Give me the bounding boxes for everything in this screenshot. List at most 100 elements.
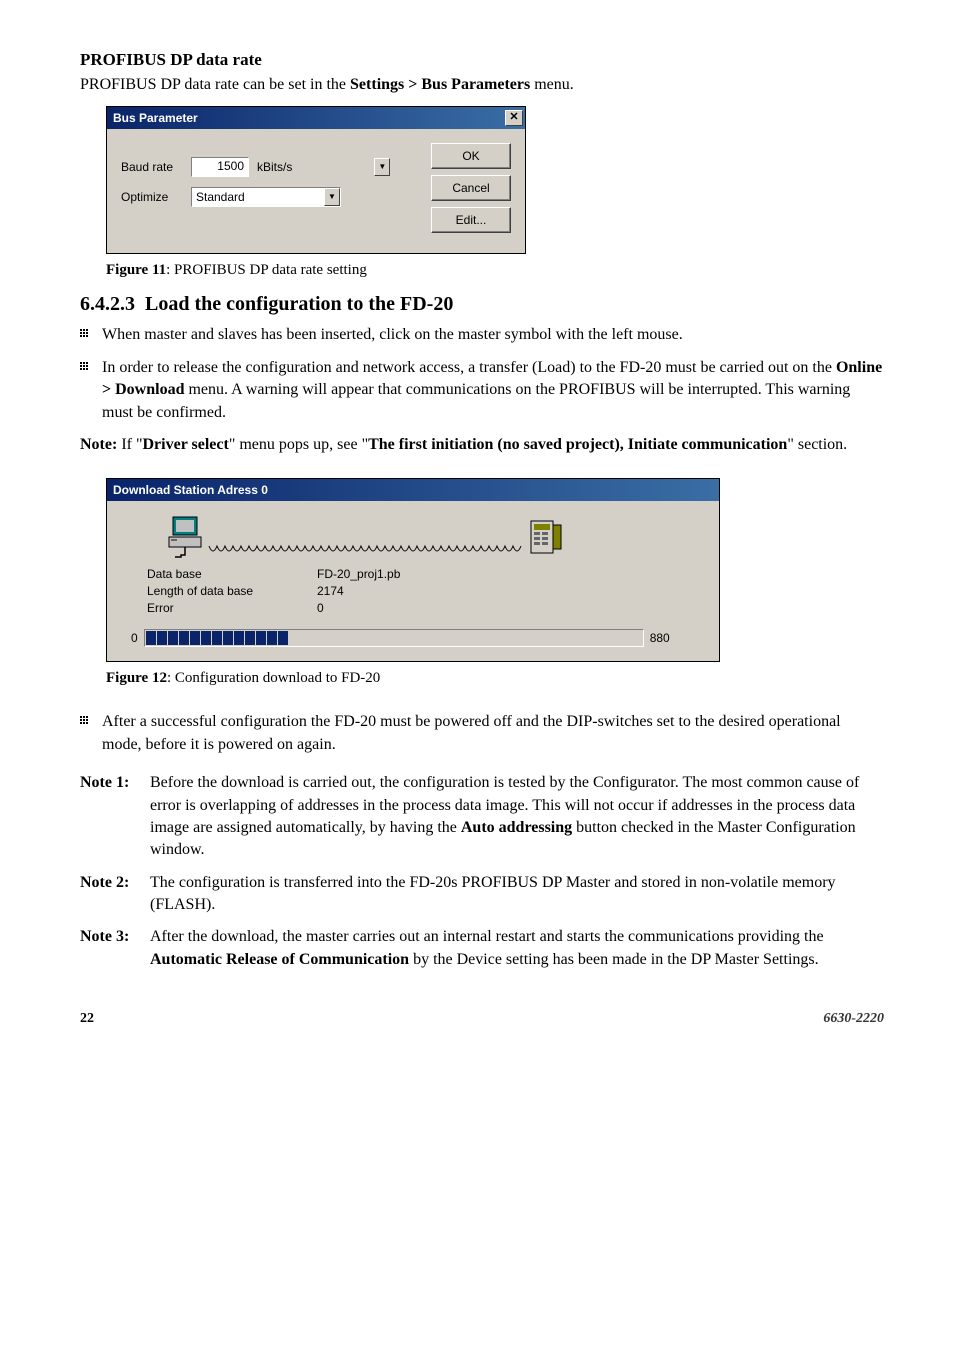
note-3: Note 3: After the download, the master c… — [80, 926, 884, 971]
dl-length-value: 2174 — [317, 584, 344, 598]
subsection-heading: 6.4.2.3 Load the configuration to the FD… — [80, 293, 884, 316]
note0e: " section. — [787, 436, 847, 453]
note1-label: Note 1: — [80, 772, 150, 862]
bullet-icon — [80, 329, 92, 341]
bus-body: Baud rate 1500 kBits/s ▼ Optimize Standa… — [107, 129, 525, 253]
fig11-num: Figure 11 — [106, 262, 166, 278]
intro-a: PROFIBUS DP data rate can be set in the — [80, 76, 350, 93]
bus-left-panel: Baud rate 1500 kBits/s ▼ Optimize Standa… — [121, 143, 431, 233]
note0b: Driver select — [143, 436, 229, 453]
note0d: The first initiation (no saved project),… — [368, 436, 787, 453]
optimize-label: Optimize — [121, 190, 191, 204]
page-footer: 22 6630-2220 — [80, 1011, 884, 1027]
note0-label: Note: — [80, 436, 117, 453]
download-dialog: Download Station Adress 0 — [106, 478, 720, 662]
bus-buttons: OK Cancel Edit... — [431, 143, 511, 233]
progress-segment — [278, 631, 288, 645]
note-2: Note 2: The configuration is transferred… — [80, 872, 884, 917]
progress-segment — [179, 631, 189, 645]
note-0: Note: If "Driver select" menu pops up, s… — [80, 434, 884, 456]
progress-bar — [144, 629, 644, 647]
bullet2a: In order to release the configuration an… — [102, 359, 836, 376]
subsection-title: Load the configuration to the FD-20 — [145, 293, 453, 315]
note1-content: Before the download is carried out, the … — [150, 772, 884, 862]
baud-input[interactable]: 1500 — [191, 157, 249, 177]
ok-button[interactable]: OK — [431, 143, 511, 169]
bus-title: Bus Parameter — [113, 111, 198, 125]
progress-segment — [212, 631, 222, 645]
figure-12-caption: Figure 12: Configuration download to FD-… — [106, 670, 884, 687]
note2-content: The configuration is transferred into th… — [150, 872, 884, 917]
doc-number: 6630-2220 — [823, 1011, 884, 1027]
note0c: " menu pops up, see " — [229, 436, 368, 453]
dl-body: Data base FD-20_proj1.pb Length of data … — [107, 501, 719, 661]
note3b: Automatic Release of Communication — [150, 951, 409, 968]
progress-segment — [146, 631, 156, 645]
progress-segment — [223, 631, 233, 645]
fig12-num: Figure 12 — [106, 670, 167, 686]
page-number: 22 — [80, 1011, 94, 1027]
progress-row: 0 880 — [131, 629, 699, 647]
edit-button[interactable]: Edit... — [431, 207, 511, 233]
fig12-text: : Configuration download to FD-20 — [167, 670, 380, 686]
note0a: If " — [117, 436, 142, 453]
fig11-text: : PROFIBUS DP data rate setting — [166, 262, 367, 278]
dl-database-value: FD-20_proj1.pb — [317, 567, 400, 581]
progress-segment — [168, 631, 178, 645]
bullet-1: When master and slaves has been inserted… — [80, 324, 884, 346]
dl-title: Download Station Adress 0 — [113, 483, 268, 497]
bullet-2: In order to release the configuration an… — [80, 357, 884, 424]
optimize-dropdown[interactable]: Standard ▼ — [191, 187, 341, 207]
note3-content: After the download, the master carries o… — [150, 926, 884, 971]
progress-segment — [157, 631, 167, 645]
dl-length-row: Length of data base 2174 — [147, 584, 699, 598]
progress-segment — [245, 631, 255, 645]
progress-start: 0 — [131, 631, 138, 645]
baud-unit: kBits/s — [257, 160, 292, 174]
dl-titlebar: Download Station Adress 0 — [107, 479, 719, 501]
progress-segment — [256, 631, 266, 645]
dl-length-label: Length of data base — [147, 584, 317, 598]
dl-error-label: Error — [147, 601, 317, 615]
baud-dropdown-arrow[interactable]: ▼ — [374, 158, 390, 176]
intro-c: menu. — [530, 76, 574, 93]
dl-icons-row — [167, 515, 699, 559]
intro-paragraph: PROFIBUS DP data rate can be set in the … — [80, 74, 884, 96]
note2-label: Note 2: — [80, 872, 150, 917]
chevron-down-icon[interactable]: ▼ — [324, 188, 340, 206]
intro-b: Settings > Bus Parameters — [350, 76, 530, 93]
note-1: Note 1: Before the download is carried o… — [80, 772, 884, 862]
cable-icon — [207, 544, 527, 558]
bullet-icon — [80, 362, 92, 374]
optimize-row: Optimize Standard ▼ — [121, 187, 431, 207]
dl-error-row: Error 0 — [147, 601, 699, 615]
note3c: by the Device setting has been made in t… — [409, 951, 819, 968]
figure-11-caption: Figure 11: PROFIBUS DP data rate setting — [106, 262, 884, 279]
close-icon[interactable]: ✕ — [505, 110, 523, 126]
section-heading: PROFIBUS DP data rate — [80, 50, 884, 70]
bullet-3: After a successful configuration the FD-… — [80, 711, 884, 756]
note3-label: Note 3: — [80, 926, 150, 971]
cancel-button[interactable]: Cancel — [431, 175, 511, 201]
bullet-icon — [80, 716, 92, 728]
progress-end: 880 — [650, 631, 670, 645]
baud-label: Baud rate — [121, 160, 191, 174]
dl-database-row: Data base FD-20_proj1.pb — [147, 567, 699, 581]
note3a: After the download, the master carries o… — [150, 928, 824, 945]
progress-segment — [201, 631, 211, 645]
bus-parameter-dialog: Bus Parameter ✕ Baud rate 1500 kBits/s ▼… — [106, 106, 526, 254]
progress-segment — [234, 631, 244, 645]
subsection-num: 6.4.2.3 — [80, 293, 135, 315]
baud-row: Baud rate 1500 kBits/s ▼ — [121, 157, 431, 177]
optimize-value: Standard — [192, 190, 249, 204]
progress-segment — [190, 631, 200, 645]
pc-icon — [167, 515, 211, 559]
bullet-2-text: In order to release the configuration an… — [102, 357, 884, 424]
bullet-3-text: After a successful configuration the FD-… — [102, 711, 884, 756]
dl-info: Data base FD-20_proj1.pb Length of data … — [147, 567, 699, 615]
progress-segment — [267, 631, 277, 645]
bullet2c: menu. A warning will appear that communi… — [102, 381, 850, 420]
dl-database-label: Data base — [147, 567, 317, 581]
bus-titlebar: Bus Parameter ✕ — [107, 107, 525, 129]
note1b: Auto addressing — [461, 819, 572, 836]
